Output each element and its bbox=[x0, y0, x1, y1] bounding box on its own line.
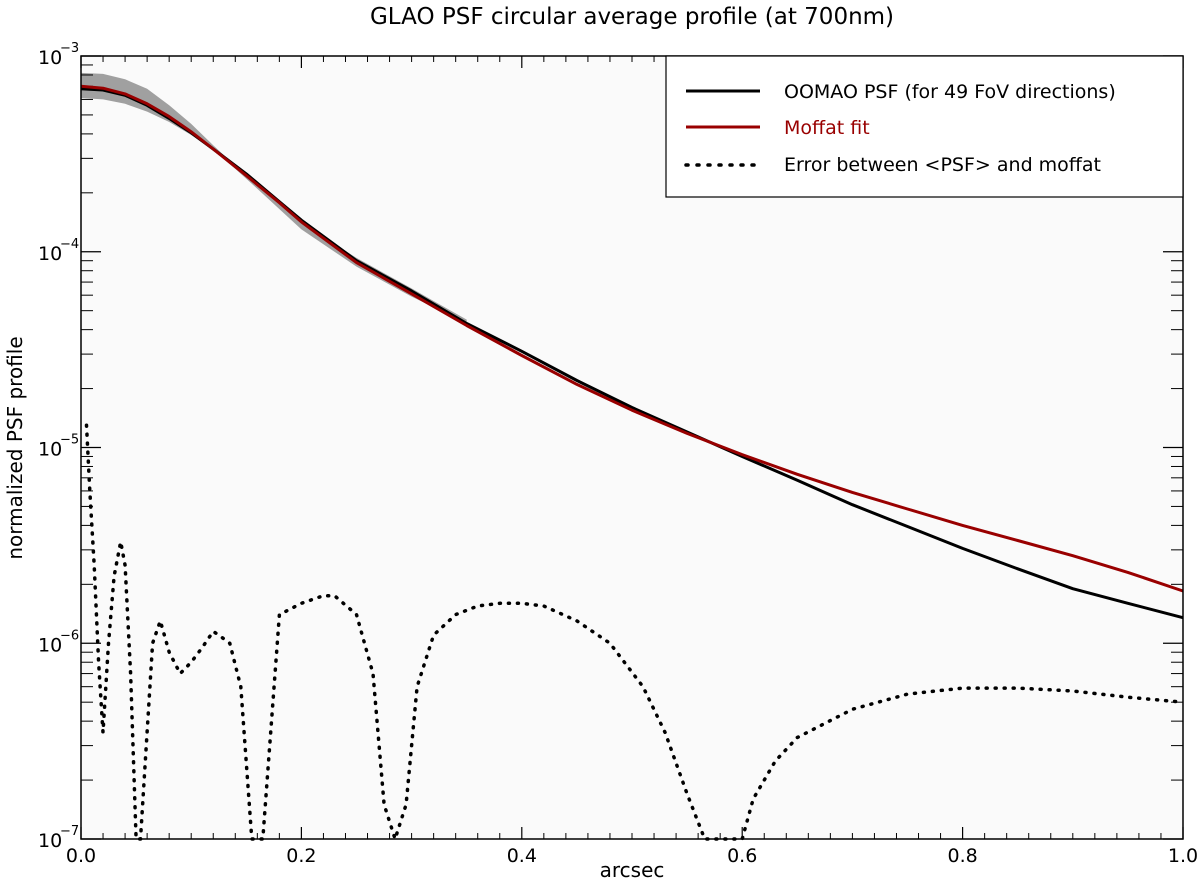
x-tick-label: 0.2 bbox=[286, 845, 316, 867]
chart-title: GLAO PSF circular average profile (at 70… bbox=[370, 4, 894, 30]
legend-label-oomao: OOMAO PSF (for 49 FoV directions) bbox=[784, 81, 1116, 103]
x-axis-label: arcsec bbox=[600, 858, 665, 882]
fov-range-band bbox=[81, 72, 467, 324]
y-tick-label: 10 bbox=[38, 439, 62, 461]
x-tick-label: 1.0 bbox=[1168, 845, 1198, 867]
x-tick-label: 0.0 bbox=[66, 845, 96, 867]
moffat-fit-line bbox=[80, 84, 1184, 593]
y-tick-label: 10 bbox=[38, 47, 62, 69]
x-tick-label: 0.6 bbox=[727, 845, 757, 867]
legend-label-moffat: Moffat fit bbox=[784, 117, 870, 139]
y-tick-label: 10 bbox=[38, 830, 62, 852]
y-tick-exponent: −7 bbox=[60, 824, 79, 839]
y-tick-label-layer: 10−710−610−510−410−3 bbox=[38, 41, 79, 852]
legend-label-error: Error between <PSF> and moffat bbox=[784, 154, 1101, 176]
x-tick-label: 0.4 bbox=[507, 845, 537, 867]
y-tick-exponent: −4 bbox=[60, 237, 79, 252]
y-tick-exponent: −3 bbox=[60, 41, 79, 56]
y-tick-label: 10 bbox=[38, 634, 62, 656]
plot-frame bbox=[80, 55, 1184, 840]
y-tick-label: 10 bbox=[38, 243, 62, 265]
y-axis-label: normalized PSF profile bbox=[3, 336, 27, 559]
x-tick-label: 0.8 bbox=[947, 845, 977, 867]
band-layer bbox=[81, 72, 467, 324]
y-tick-exponent: −5 bbox=[60, 433, 79, 448]
y-tick-exponent: −6 bbox=[60, 628, 79, 643]
series-layer bbox=[80, 84, 1185, 841]
error-dotted-line bbox=[84, 423, 1185, 841]
legend: OOMAO PSF (for 49 FoV directions) Moffat… bbox=[665, 55, 1184, 198]
x-tick-label-layer: 0.0 0.2 0.4 0.6 0.8 1.0 bbox=[66, 845, 1198, 867]
